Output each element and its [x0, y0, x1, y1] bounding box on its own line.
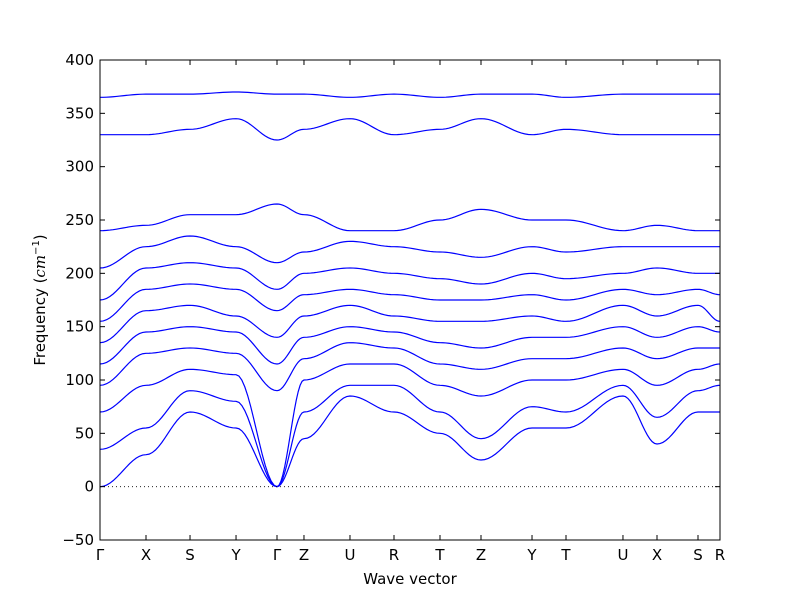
y-tick-label: 250 [65, 211, 94, 229]
x-axis-label: Wave vector [363, 570, 457, 588]
band-lines-layer [99, 91, 721, 488]
x-tick-label: R [715, 546, 725, 564]
band-line-3 [99, 363, 721, 488]
band-line-7 [99, 283, 721, 322]
y-tick-label: 200 [65, 264, 94, 282]
y-tick-label: 300 [65, 158, 94, 176]
y-axis-label-unit: cm [31, 255, 49, 278]
y-axis-label-unit-exponent: −1 [31, 240, 42, 255]
band-line-6 [99, 304, 721, 344]
x-tick-label: Z [476, 546, 486, 564]
x-tick-label: T [560, 546, 571, 564]
x-tick-label: X [652, 546, 662, 564]
y-axis-label-close: ) [31, 234, 49, 240]
y-tick-label: 150 [65, 318, 94, 336]
x-tick-label: Z [299, 546, 309, 564]
band-line-8 [99, 262, 720, 301]
band-line-2 [99, 384, 721, 488]
plot-frame [99, 59, 721, 541]
y-axis-label: Frequency (cm−1) [31, 234, 49, 365]
y-tick-label: 50 [75, 424, 94, 442]
band-line-9 [99, 235, 720, 269]
band-line-5 [99, 326, 721, 365]
x-tick-label: Y [526, 546, 537, 564]
y-tick-label: 100 [65, 371, 94, 389]
x-tick-label: X [141, 546, 151, 564]
y-tick-label: 400 [65, 51, 94, 69]
y-tick-label: 350 [65, 104, 94, 122]
x-tick-label: Y [230, 546, 241, 564]
x-tick-label: Γ [273, 546, 282, 564]
band-line-11 [100, 118, 720, 141]
band-line-4 [99, 342, 720, 392]
y-tick-label: 0 [84, 478, 94, 496]
y-tick-label: −50 [62, 531, 94, 549]
x-tick-label: S [185, 546, 195, 564]
x-tick-label: T [434, 546, 445, 564]
band-line-12 [99, 91, 720, 98]
band-line-10 [99, 203, 720, 232]
band-line-1 [99, 395, 720, 488]
x-tick-label: U [617, 546, 628, 564]
x-tick-label: R [389, 546, 399, 564]
x-tick-label: Γ [96, 546, 105, 564]
x-tick-label: U [344, 546, 355, 564]
x-tick-label: S [693, 546, 703, 564]
y-axis-label-text: Frequency ( [31, 278, 49, 366]
